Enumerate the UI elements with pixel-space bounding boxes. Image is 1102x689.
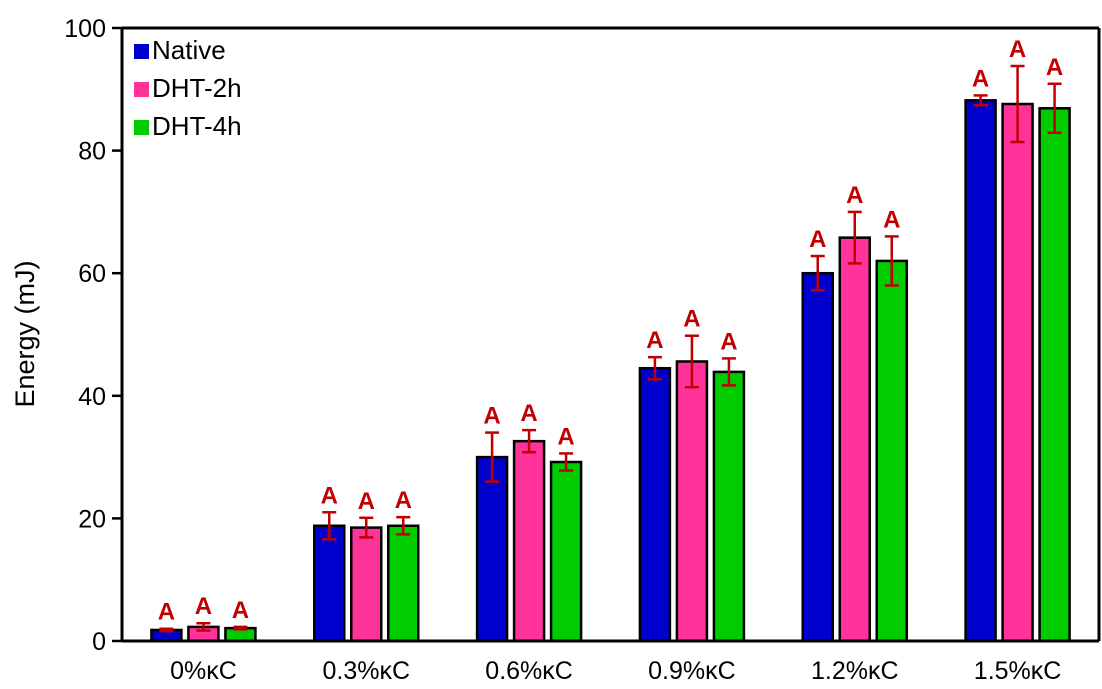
y-tick-label: 0 xyxy=(92,628,106,656)
y-tick-label: 100 xyxy=(64,15,106,43)
significance-letter: A xyxy=(557,423,574,450)
bar xyxy=(875,259,908,643)
y-tick-label: 80 xyxy=(78,138,106,166)
significance-letter: A xyxy=(195,593,212,620)
significance-letter: A xyxy=(883,206,900,233)
bar xyxy=(638,366,672,643)
significance-letter: A xyxy=(1009,36,1026,63)
x-tick-label: 1.2%κC xyxy=(811,657,899,685)
y-tick-label: 60 xyxy=(78,260,106,288)
bar xyxy=(838,236,871,643)
bar xyxy=(964,99,997,643)
significance-letter: A xyxy=(809,226,826,253)
y-axis-label: Energy (mJ) xyxy=(10,260,40,407)
legend-label: DHT-2h xyxy=(152,73,242,103)
significance-letter: A xyxy=(358,488,375,515)
bar xyxy=(313,524,346,643)
significance-letter: A xyxy=(720,328,737,355)
legend-swatch xyxy=(134,120,149,135)
significance-letter: A xyxy=(232,597,249,624)
bar xyxy=(387,524,420,643)
bar xyxy=(512,439,546,643)
significance-letter: A xyxy=(846,182,863,209)
bar xyxy=(675,360,709,643)
significance-letter: A xyxy=(483,403,500,430)
bar xyxy=(549,460,583,643)
legend-label: DHT-4h xyxy=(152,111,242,141)
significance-letter: A xyxy=(646,327,663,354)
bar xyxy=(712,370,746,643)
significance-letter: A xyxy=(395,487,412,514)
x-tick-label: 1.5%κC xyxy=(974,657,1062,685)
bar xyxy=(801,271,834,643)
y-tick-label: 20 xyxy=(78,505,106,533)
bar xyxy=(475,455,509,643)
x-tick-label: 0%κC xyxy=(170,657,237,685)
bar xyxy=(1038,107,1071,643)
x-tick-label: 0.9%κC xyxy=(648,657,736,685)
bar xyxy=(350,526,383,643)
legend-swatch xyxy=(134,44,149,59)
y-tick-label: 40 xyxy=(78,383,106,411)
significance-letter: A xyxy=(321,482,338,509)
legend-swatch xyxy=(134,82,149,97)
significance-letter: A xyxy=(520,400,537,427)
significance-letter: A xyxy=(1046,54,1063,81)
x-tick-label: 0.6%κC xyxy=(485,657,573,685)
significance-letter: A xyxy=(683,306,700,333)
x-tick-label: 0.3%κC xyxy=(322,657,410,685)
bar xyxy=(1001,102,1034,643)
legend-label: Native xyxy=(152,35,226,65)
significance-letter: A xyxy=(158,599,175,626)
significance-letter: A xyxy=(972,65,989,92)
